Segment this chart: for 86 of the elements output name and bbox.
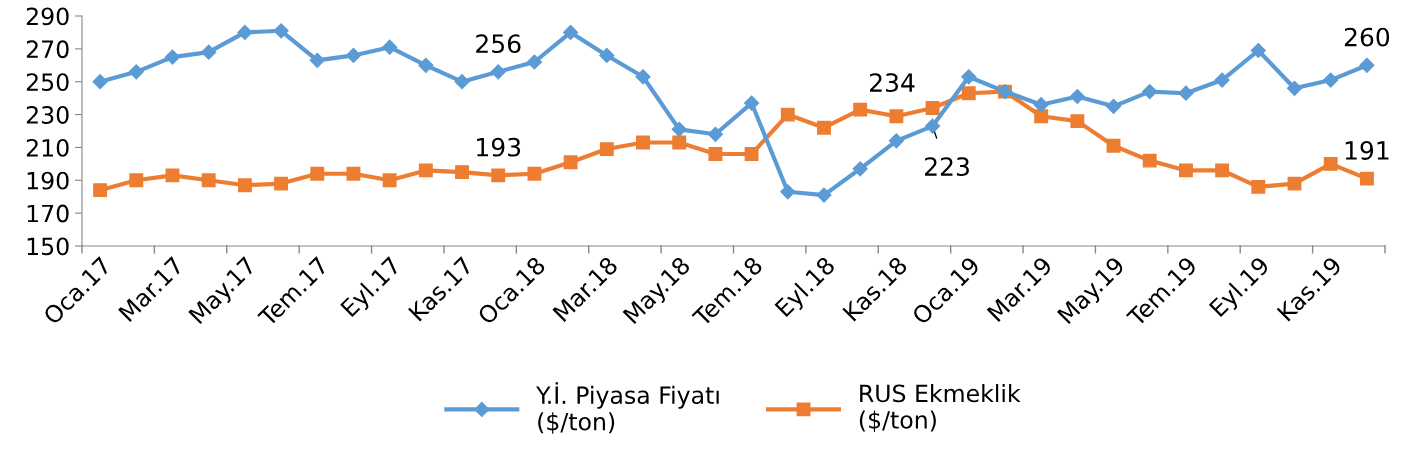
point [888,133,904,149]
point [853,102,868,117]
data-label: 191 [1345,141,1389,160]
point [309,52,325,68]
point [201,173,216,188]
point [816,187,832,203]
point [164,49,181,65]
y-tick-label: 190 [27,171,69,190]
point [1033,97,1049,113]
point [1323,72,1339,88]
y-tick-label: 250 [26,73,69,92]
y-tick-label: 290 [26,7,69,26]
point [1250,42,1266,59]
data-label: 193 [477,137,521,157]
point [1359,57,1375,73]
point [636,135,650,150]
point [128,64,144,80]
point [744,95,760,111]
point [635,69,651,85]
point [852,161,868,177]
point [925,101,940,115]
y-tick-label: 150 [27,237,69,256]
point [1070,114,1085,129]
point [1214,72,1230,88]
point [418,163,433,178]
point [93,183,108,198]
point [526,54,543,70]
point [345,47,362,63]
point [274,176,289,191]
point [599,47,615,63]
point [1142,84,1158,100]
point [780,107,795,122]
point [1142,153,1157,168]
point [1251,179,1266,194]
point [201,44,217,60]
data-label: 256 [476,34,521,54]
point [744,147,759,161]
point [672,135,687,150]
point [563,155,578,170]
point [780,184,796,200]
point [671,121,687,137]
point [527,166,542,181]
point [491,168,506,183]
point [418,57,434,73]
point [1106,138,1121,153]
point [273,23,289,39]
point [924,118,941,134]
point [1178,163,1193,178]
point [490,64,506,80]
point [599,142,614,157]
point [817,120,831,135]
point [708,147,723,161]
legend-label: RUS Ekmeklik ($/ton) [859,384,1021,432]
point [454,74,470,90]
point [1323,156,1338,171]
point [310,166,325,181]
point [1359,171,1374,186]
point [1286,80,1303,96]
point [1034,109,1049,124]
y-tick-label: 270 [26,40,69,59]
point [1287,176,1302,191]
point [237,178,252,193]
point [129,173,144,188]
point [92,74,108,90]
y-tick-label: 230 [26,106,69,124]
point [563,24,579,40]
point [1105,98,1122,114]
data-label: 260 [1344,27,1390,47]
point [961,69,977,85]
point [889,109,904,124]
point [1178,85,1194,101]
legend-label: Y.İ. Piyasa Fiyatı ($/ton) [536,382,719,434]
point [1215,163,1230,178]
point [961,86,976,101]
point [707,126,723,142]
point [382,39,398,55]
point [382,173,397,188]
point [346,166,361,181]
point [1069,88,1085,105]
data-label: 234 [870,73,915,93]
y-tick-label: 170 [27,204,69,223]
point [455,165,469,180]
y-tick-label: 210 [26,138,69,157]
data-label: 223 [925,157,969,177]
point [237,24,253,40]
point [165,168,180,183]
